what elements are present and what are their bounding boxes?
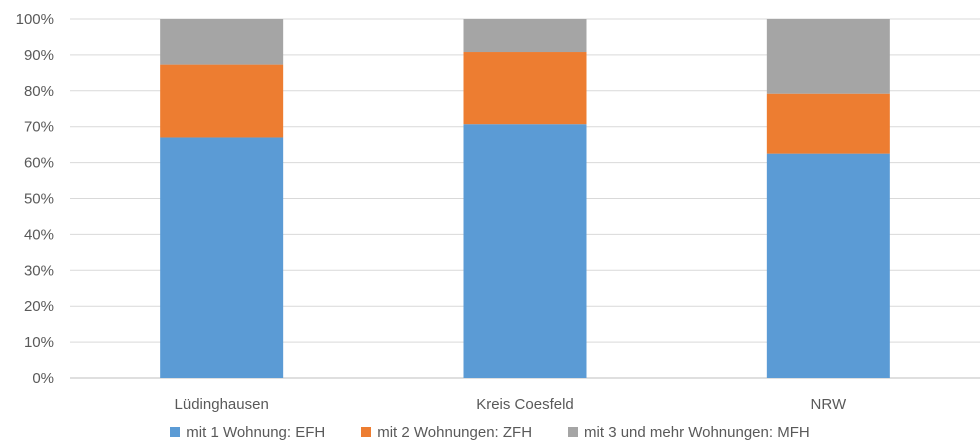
bar-segment [463, 19, 587, 53]
bar-segment [766, 19, 890, 94]
legend-item-zfh: mit 2 Wohnungen: ZFH [361, 424, 532, 441]
y-tick-label: 90% [24, 47, 54, 64]
x-category-label: NRW [811, 396, 847, 413]
y-tick-label: 10% [24, 334, 54, 351]
bar-segment [160, 137, 284, 378]
y-tick-label: 30% [24, 262, 54, 279]
bar-segment [766, 153, 890, 378]
legend-item-mfh: mit 3 und mehr Wohnungen: MFH [568, 424, 810, 441]
y-tick-label: 40% [24, 226, 54, 243]
legend-label-efh: mit 1 Wohnung: EFH [186, 423, 326, 441]
legend-label-zfh: mit 2 Wohnungen: ZFH [377, 423, 533, 441]
y-tick-label: 60% [24, 155, 54, 172]
stacked-bar-chart: 0% 10% 20% 30% 40% 50% 60% 70% 80% 90% 100% Lüding… [16, 11, 980, 413]
y-tick-label: 20% [24, 298, 54, 315]
bars [160, 19, 890, 378]
bar-segment [160, 19, 284, 65]
y-tick-label: 50% [24, 191, 54, 208]
bar-segment [463, 52, 587, 125]
y-tick-label: 80% [24, 83, 54, 100]
x-axis: Lüdinghausen Kreis Coesfeld NRW [175, 396, 847, 413]
y-tick-label: 70% [24, 119, 54, 136]
legend-swatch-mfh [568, 427, 579, 437]
legend: mit 1 Wohnung: EFH mit 2 Wohnungen: ZFH … [0, 420, 980, 444]
bar-segment [766, 93, 890, 154]
legend-swatch-efh [170, 427, 181, 437]
x-category-label: Lüdinghausen [175, 396, 269, 413]
x-category-label: Kreis Coesfeld [476, 396, 574, 413]
legend-item-efh: mit 1 Wohnung: EFH [170, 424, 325, 441]
y-tick-label: 0% [32, 370, 54, 387]
legend-label-mfh: mit 3 und mehr Wohnungen: MFH [584, 423, 810, 441]
bar-segment [160, 64, 284, 138]
y-tick-label: 100% [16, 11, 54, 28]
bar-segment [463, 124, 587, 378]
y-axis: 0% 10% 20% 30% 40% 50% 60% 70% 80% 90% 100% [16, 11, 54, 387]
legend-swatch-zfh [361, 427, 372, 437]
